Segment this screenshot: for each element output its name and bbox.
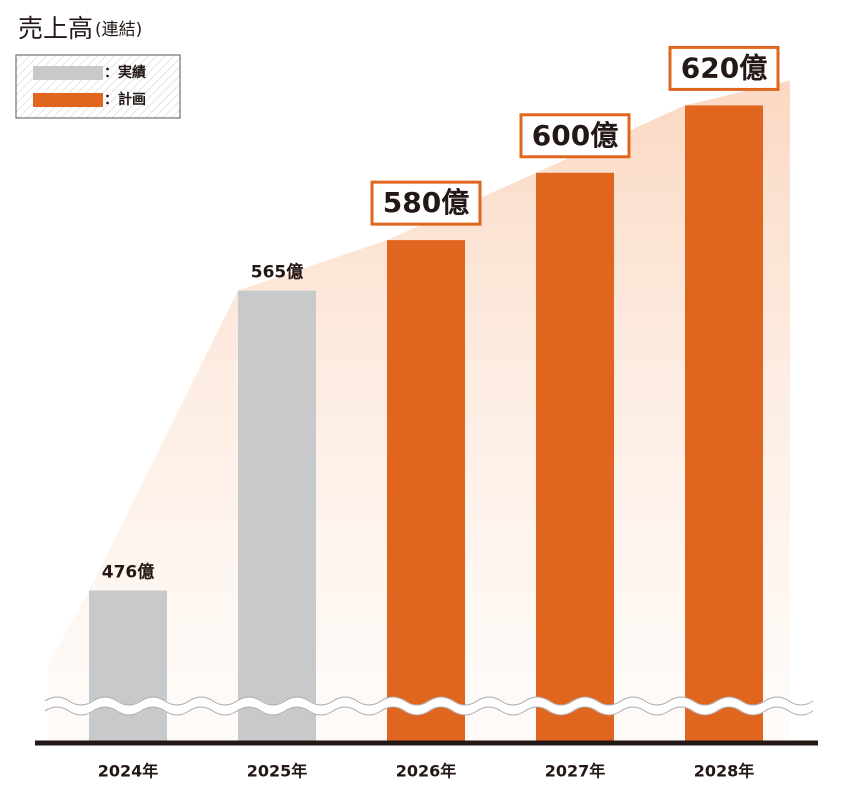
x-tick-label: 2025年 [247, 762, 308, 781]
legend-swatch [33, 66, 103, 80]
x-tick-label: 2028年 [694, 762, 755, 781]
value-label: 580億 [383, 186, 469, 219]
value-label: 476億 [102, 561, 155, 582]
bar [536, 172, 614, 742]
bar [238, 290, 316, 742]
title: 売上高 [18, 14, 93, 43]
bar [685, 105, 763, 742]
x-tick-label: 2027年 [545, 762, 606, 781]
legend-swatch [33, 93, 103, 107]
x-tick-label: 2024年 [98, 762, 159, 781]
legend-label: ：実績 [104, 64, 146, 81]
value-label: 565億 [251, 262, 304, 283]
value-label-box [668, 45, 780, 91]
legend-box [15, 54, 181, 119]
x-tick-label: 2026年 [396, 762, 457, 781]
bar [89, 590, 167, 742]
value-label: 600億 [532, 119, 618, 152]
chart-title: 売上高 (連結) [18, 14, 142, 43]
value-label-box [370, 180, 482, 226]
axis-break [42, 696, 816, 716]
legend-label: ：計画 [104, 91, 146, 108]
subtitle: (連結) [95, 20, 142, 40]
value-label-box [519, 113, 631, 159]
bar [387, 240, 465, 742]
value-label: 620億 [681, 51, 767, 84]
